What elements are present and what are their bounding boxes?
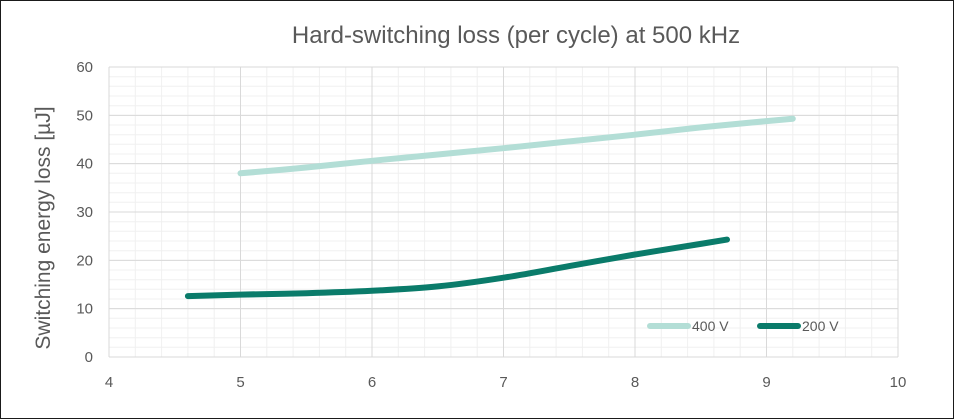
y-tick-label: 40 (76, 156, 93, 173)
x-tick-label: 7 (499, 374, 507, 391)
y-tick-label: 50 (76, 107, 93, 124)
axis-ticks: 4 5 6 7 8 9 10 0 10 20 30 40 50 60 (76, 59, 906, 391)
legend-label-1: 200 V (802, 318, 839, 334)
x-tick-label: 9 (762, 374, 770, 391)
x-tick-label: 8 (631, 374, 639, 391)
x-tick-label: 5 (236, 374, 244, 391)
x-tick-label: 4 (105, 374, 113, 391)
y-axis-label: Switching energy loss [µJ] (32, 106, 55, 349)
y-tick-label: 0 (85, 349, 93, 366)
x-tick-label: 6 (368, 374, 376, 391)
major-grid (108, 66, 899, 358)
chart-title: Hard-switching loss (per cycle) at 500 k… (292, 22, 740, 49)
series-line-0 (237, 115, 796, 177)
x-tick-label: 10 (890, 374, 907, 391)
y-tick-label: 20 (76, 252, 93, 269)
legend: 400 V 200 V (647, 318, 839, 334)
y-tick-label: 60 (76, 59, 93, 76)
y-tick-label: 10 (76, 301, 93, 318)
series-group (184, 115, 796, 300)
series-line-1 (184, 236, 730, 300)
legend-label-0: 400 V (692, 318, 729, 334)
y-tick-label: 30 (76, 204, 93, 221)
